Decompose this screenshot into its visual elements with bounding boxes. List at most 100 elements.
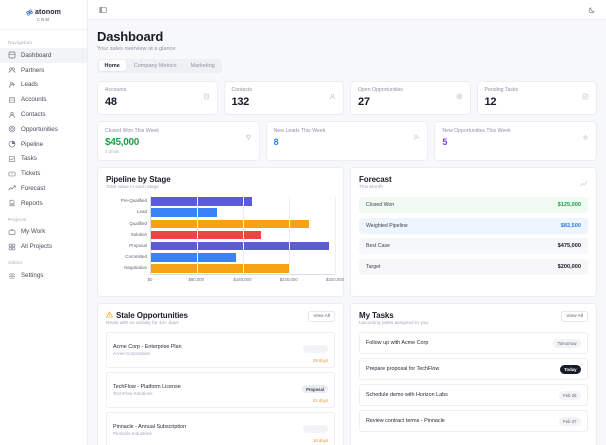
chart-x-tick-label: $0 <box>147 276 153 282</box>
stale-opportunity-row[interactable]: TechFlow - Platform License TechFlow Solu… <box>106 372 335 408</box>
tasks-subtitle: Upcoming tasks assigned to you <box>359 321 429 326</box>
stage-badge: Qualified <box>303 344 328 354</box>
sidebar-item-pipeline[interactable]: Pipeline <box>0 137 87 152</box>
sidebar-item-contacts[interactable]: Contacts <box>0 107 87 122</box>
panel-toggle-icon[interactable] <box>97 4 108 15</box>
stale-opportunity-row[interactable]: Acme Corp - Enterprise Plan Acme Corporat… <box>106 332 335 368</box>
forecast-label: Target <box>366 263 381 270</box>
user-icon <box>329 87 336 100</box>
kpi-card-new-leads-this-week[interactable]: New Leads This Week 8 <box>265 121 429 161</box>
kpi-label: Accounts <box>105 87 127 93</box>
kpi-card-pending-tasks[interactable]: Pending Tasks 12 <box>476 80 597 115</box>
page-subtitle: Your sales overview at a glance <box>97 45 176 52</box>
sidebar-item-label: Tasks <box>21 155 37 163</box>
sidebar-item-forecast[interactable]: Forecast <box>0 181 87 196</box>
chart-x-axis: $0 $80,000 $160,000 $240,000 $320,000 <box>147 274 344 284</box>
kpi-card-contacts[interactable]: Contacts 132 <box>223 80 344 115</box>
moon-icon[interactable] <box>586 4 597 15</box>
forecast-value: $200,000 <box>557 263 581 270</box>
sidebar-item-all-projects[interactable]: All Projects <box>0 239 87 254</box>
kpi-value: 8 <box>273 136 279 147</box>
panel-row-1: Pipeline by Stage Total value in each st… <box>97 167 597 297</box>
sidebar-item-tickets[interactable]: Tickets <box>0 166 87 181</box>
kpi-value: 5 <box>442 136 448 147</box>
task-due-badge: Tomorrow <box>553 338 581 348</box>
pipeline-title: Pipeline by Stage <box>106 175 171 184</box>
sidebar-item-label: Leads <box>21 81 38 89</box>
sidebar: atonom CRM Navigation Dashboard Partners Le… <box>0 0 88 445</box>
sidebar-item-label: Opportunities <box>21 125 58 133</box>
atom-logo-icon <box>26 9 33 16</box>
sidebar-item-reports[interactable]: Reports <box>0 196 87 211</box>
page-title: Dashboard <box>97 29 164 44</box>
content: Dashboard Your sales overview at a glanc… <box>88 20 606 445</box>
sidebar-item-label: Dashboard <box>21 51 52 59</box>
chart-gridline <box>243 196 244 274</box>
forecast-label: Best Case <box>366 243 390 249</box>
chart-category-labels: Pre-Qualified Lead Qualified Solution Propos… <box>106 196 150 274</box>
chart-gridline <box>289 196 290 274</box>
kpi-label: Contacts <box>231 87 252 93</box>
sidebar-item-accounts[interactable]: Accounts <box>0 92 87 107</box>
chart-bar <box>151 197 253 206</box>
sidebar-item-leads[interactable]: Leads <box>0 78 87 93</box>
sidebar-nav: Navigation Dashboard Partners Leads Accounts… <box>0 30 87 283</box>
kpi-card-new-opportunities-this-week[interactable]: New Opportunities This Week 5 <box>434 121 597 161</box>
kpi-label: Open Opportunities <box>358 87 403 93</box>
task-row[interactable]: Follow up with Acme Corp Tomorrow <box>359 332 588 354</box>
sidebar-item-tasks[interactable]: Tasks <box>0 151 87 166</box>
tab-marketing[interactable]: Marketing <box>190 62 215 69</box>
kpi-value: 132 <box>231 96 250 108</box>
pipeline-panel: Pipeline by Stage Total value in each st… <box>97 167 344 297</box>
forecast-subtitle: This Month <box>359 185 383 190</box>
sidebar-item-my-work[interactable]: My Work <box>0 225 87 240</box>
chart-category-label: Committed <box>125 254 147 260</box>
sidebar-item-label: Contacts <box>21 111 46 119</box>
user-plus-icon <box>413 128 420 140</box>
kpi-label: Closed Won This Week <box>105 127 159 134</box>
sidebar-item-label: My Work <box>21 228 46 236</box>
pipeline-bar-chart: Pre-Qualified Lead Qualified Solution Propos… <box>106 196 344 288</box>
chart-x-tick-label: $160,000 <box>233 276 252 282</box>
chart-bar <box>151 219 310 229</box>
sidebar-item-dashboard[interactable]: Dashboard <box>0 48 87 63</box>
sidebar-item-label: Tickets <box>21 170 41 178</box>
sidebar-item-label: Settings <box>21 272 44 280</box>
stale-view-all-button[interactable]: View All <box>308 311 335 322</box>
kpi-card-accounts[interactable]: Accounts 48 <box>97 80 218 115</box>
stale-subtitle: Deals with no activity for 14+ days <box>106 321 179 326</box>
leads-icon <box>8 81 16 89</box>
tasks-view-all-button[interactable]: View All <box>561 311 588 322</box>
sidebar-item-opportunities[interactable]: Opportunities <box>0 122 87 137</box>
chart-category-label: Negotiation <box>124 265 147 271</box>
kpi-card-open-opportunities[interactable]: Open Opportunities 27 <box>350 80 471 115</box>
brand[interactable]: atonom CRM <box>0 0 87 30</box>
sidebar-item-settings[interactable]: Settings <box>0 268 87 283</box>
task-row[interactable]: Schedule demo with Horizon Labs Feb 25 <box>359 384 588 406</box>
task-row[interactable]: Review contract terms - Pinnacle Feb 27 <box>359 410 588 432</box>
chart-category-label: Proposal <box>129 242 147 248</box>
stale-opportunity-row[interactable]: Pinnacle - Annual Subscription Pinnacle I… <box>106 412 335 445</box>
opportunity-company: Pinnacle Industries <box>113 431 152 437</box>
sidebar-item-partners[interactable]: Partners <box>0 63 87 78</box>
trend-up-icon <box>580 175 588 187</box>
kpi-card-row: Accounts 48 Contacts 132 Open Opportunities 2… <box>97 80 597 115</box>
grid-icon <box>8 243 16 251</box>
pipeline-icon <box>8 140 16 148</box>
task-row[interactable]: Prepare proposal for TechFlow Today <box>359 358 588 380</box>
tab-home[interactable]: Home <box>98 60 126 71</box>
chart-bar <box>151 252 237 262</box>
sidebar-item-label: Pipeline <box>21 140 44 148</box>
task-due-badge: Today <box>559 364 581 374</box>
accounts-icon <box>8 96 16 104</box>
tab-company-metrics[interactable]: Company Metrics <box>133 62 177 69</box>
stale-list: Acme Corp - Enterprise Plan Acme Corporat… <box>106 332 335 445</box>
trophy-icon <box>245 128 252 140</box>
chart-category-label: Qualified <box>129 220 147 226</box>
chart-x-tick-label: $240,000 <box>279 276 298 282</box>
kpi-value: 27 <box>358 96 370 108</box>
chart-plot-area <box>150 196 336 274</box>
kpi-card-closed-won-this-week[interactable]: Closed Won This Week $45,000 3 deals <box>97 121 260 161</box>
sidebar-section-label: Admin <box>8 260 23 266</box>
